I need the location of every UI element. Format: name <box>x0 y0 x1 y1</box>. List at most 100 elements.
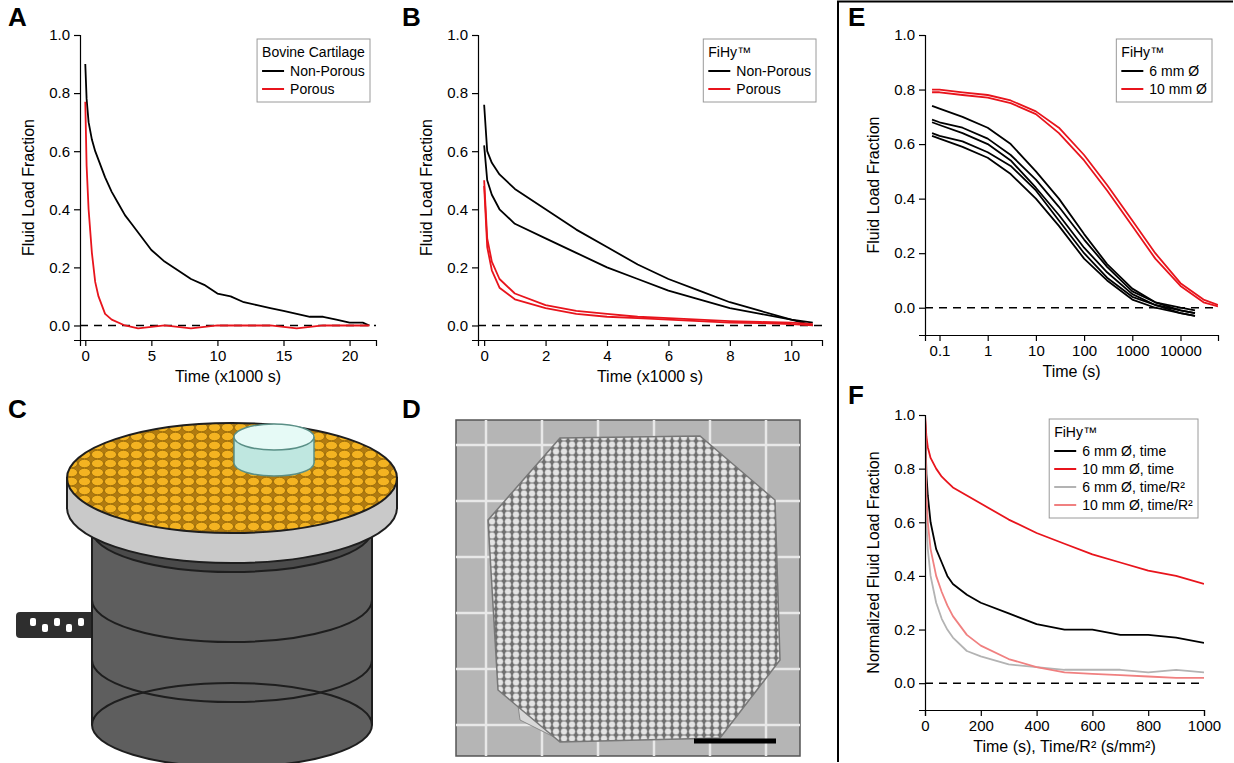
series-line <box>932 120 1195 314</box>
tick-label: 600 <box>1080 717 1105 734</box>
tick-label: 10000 <box>1160 342 1202 359</box>
y-axis-title: Fluid Load Fraction <box>418 119 435 256</box>
tick-mark <box>919 629 925 630</box>
tick-label: 10 <box>783 347 800 364</box>
tick-label: 1.0 <box>447 26 468 43</box>
grid-paper-line <box>485 420 488 756</box>
tick-label: 1.0 <box>894 406 915 423</box>
tick-mark <box>919 683 925 684</box>
tick: 0 <box>480 340 488 364</box>
sample-top <box>234 424 314 450</box>
legend-swatch <box>1054 486 1076 488</box>
series-line <box>925 415 1204 584</box>
legend-swatch <box>262 70 284 72</box>
tick-label: 0.6 <box>49 142 70 159</box>
tick-mark <box>919 522 925 523</box>
tick-mark <box>919 469 925 470</box>
tick-label: 1.0 <box>894 26 915 43</box>
legend-swatch <box>1054 468 1076 470</box>
chart: 02468100.00.20.40.60.81.0Time (x1000 s)F… <box>418 26 823 385</box>
y-axis: 0.00.20.40.60.81.0 <box>894 26 925 335</box>
x-axis: 02004006008001000 <box>921 710 1221 734</box>
panel-letter: A <box>8 2 27 32</box>
tick-label: 400 <box>1025 717 1050 734</box>
x-axis-title: Time (s) <box>1042 363 1100 380</box>
scale-bar <box>694 739 776 744</box>
tick: 0.1 <box>930 335 951 359</box>
tick-mark <box>939 335 940 341</box>
legend-label: Non-Porous <box>736 63 811 79</box>
tick-mark <box>545 340 546 346</box>
legend-label: 10 mm Ø, time/R² <box>1082 497 1193 513</box>
tick-mark <box>1180 335 1181 341</box>
tick: 1000 <box>1116 335 1149 359</box>
tick-label: 0.2 <box>49 259 70 276</box>
legend: FiHy™6 mm Ø, time10 mm Ø, time6 mm Ø, ti… <box>1049 419 1198 518</box>
sample-edge <box>233 437 235 463</box>
device-illustration <box>16 423 397 763</box>
cable-detail <box>30 618 36 626</box>
tick-mark <box>1036 710 1037 716</box>
tick-label: 15 <box>276 347 293 364</box>
tick: 0.2 <box>894 621 925 638</box>
tick-mark <box>151 340 152 346</box>
tick-mark <box>472 35 478 36</box>
tick: 10 <box>210 340 227 364</box>
tick-label: 0.8 <box>894 460 915 477</box>
tick: 1 <box>984 335 992 359</box>
tick-label: 2 <box>542 347 550 364</box>
tick-label: 6 <box>665 347 673 364</box>
tick: 0.4 <box>894 190 925 207</box>
y-axis-title: Normalized Fluid Load Fraction <box>865 451 882 673</box>
legend: Bovine CartilageNon-PorousPorous <box>257 39 370 102</box>
plot-area <box>925 90 1218 316</box>
tick-mark <box>472 151 478 152</box>
legend-title: FiHy™ <box>1121 44 1164 60</box>
legend-label: 6 mm Ø, time/R² <box>1082 479 1185 495</box>
legend-swatch <box>1121 70 1143 72</box>
series-line <box>932 136 1195 316</box>
y-axis-line <box>919 36 926 336</box>
tick: 0.8 <box>447 84 478 101</box>
tick-mark <box>1084 335 1085 341</box>
tick-label: 0.2 <box>894 244 915 261</box>
tick: 0.6 <box>894 514 925 531</box>
tick: 1.0 <box>894 406 925 423</box>
legend-label: Non-Porous <box>290 63 365 79</box>
panel-letter: D <box>402 394 421 424</box>
cable-detail <box>42 624 48 632</box>
y-axis-title: Fluid Load Fraction <box>20 119 37 256</box>
legend-title: Bovine Cartilage <box>262 44 365 60</box>
tick-mark <box>217 340 218 346</box>
tick-label: 0.6 <box>894 514 915 531</box>
x-axis-title: Time (x1000 s) <box>597 368 703 385</box>
tick: 4 <box>603 340 611 364</box>
legend-title: FiHy™ <box>1054 424 1097 440</box>
tick: 1.0 <box>894 26 925 43</box>
plot-area <box>80 64 376 328</box>
tick-label: 4 <box>603 347 611 364</box>
tick-mark <box>484 340 485 346</box>
tick-mark <box>668 340 669 346</box>
series-line <box>484 145 813 325</box>
tick: 0.6 <box>49 142 80 159</box>
tick-mark <box>74 267 80 268</box>
x-axis: 0.1 1 10 100 1000 10000 <box>926 335 1219 359</box>
tick: 0.4 <box>447 201 478 218</box>
tick: 100 <box>1072 335 1097 359</box>
tick-mark <box>919 35 925 36</box>
cable <box>16 612 96 638</box>
tick: 10 <box>1028 335 1045 359</box>
image-background <box>456 420 800 756</box>
tick-label: 5 <box>148 347 156 364</box>
x-axis-line <box>926 336 1219 342</box>
panel-letter: E <box>848 2 865 32</box>
tick-label: 0.4 <box>49 201 70 218</box>
tick-mark <box>472 267 478 268</box>
y-axis-line <box>472 36 479 341</box>
body-groove <box>92 660 372 702</box>
tick-label: 800 <box>1136 717 1161 734</box>
sample-edge <box>313 437 315 463</box>
x-axis-line <box>81 341 377 347</box>
tick: 0.8 <box>894 460 925 477</box>
